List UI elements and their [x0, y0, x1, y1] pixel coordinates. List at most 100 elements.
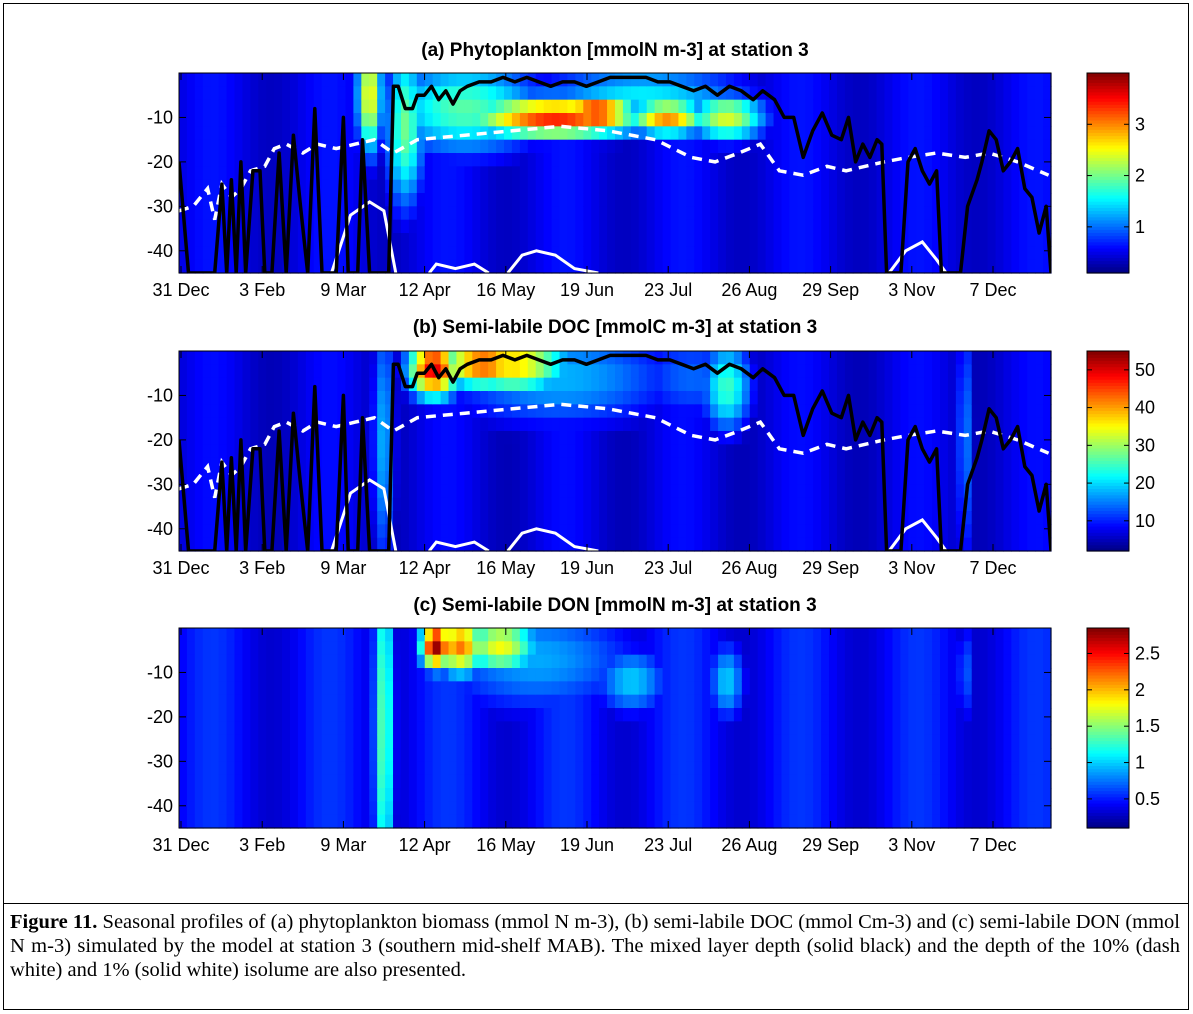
heatmap-cell — [186, 351, 196, 365]
heatmap-cell — [876, 814, 886, 829]
isolume-1pct-line — [506, 249, 599, 273]
heatmap-cell — [749, 537, 759, 552]
heatmap-cell — [559, 524, 569, 539]
heatmap-cell — [1043, 113, 1052, 127]
heatmap-cell — [622, 628, 632, 642]
heatmap-cell — [504, 761, 513, 776]
heatmap-cell — [591, 471, 600, 485]
heatmap-cell — [836, 126, 846, 141]
heatmap-cell — [1027, 206, 1036, 221]
heatmap-cell — [218, 681, 228, 696]
heatmap-cell — [242, 471, 251, 485]
colorbar-band — [1087, 547, 1129, 552]
heatmap-cell — [749, 139, 759, 154]
heatmap-cell — [607, 219, 616, 234]
heatmap-cell — [773, 628, 783, 642]
heatmap-cell — [480, 734, 489, 749]
heatmap-cell — [242, 457, 251, 472]
heatmap-cell — [242, 179, 251, 194]
heatmap-cell — [852, 748, 862, 762]
heatmap-cell — [385, 431, 394, 445]
heatmap-cell — [567, 351, 576, 365]
heatmap-cell — [829, 708, 838, 722]
heatmap-cell — [297, 113, 307, 127]
heatmap-cell — [496, 364, 505, 379]
heatmap-cell — [313, 814, 323, 829]
heatmap-cell — [274, 471, 283, 485]
heatmap-cell — [511, 654, 521, 669]
heatmap-cell — [757, 537, 767, 552]
heatmap-cell — [710, 537, 719, 552]
heatmap-cell — [511, 259, 521, 274]
heatmap-cell — [789, 193, 798, 207]
heatmap-cell — [282, 774, 291, 789]
heatmap-cell — [234, 734, 244, 749]
heatmap-cell — [575, 113, 584, 127]
heatmap-cell — [519, 484, 529, 499]
heatmap-cell — [718, 179, 727, 194]
heatmap-cell — [995, 166, 1005, 181]
heatmap-cell — [710, 166, 719, 181]
heatmap-cell — [400, 788, 410, 802]
heatmap-cell — [496, 537, 505, 552]
heatmap-cell — [813, 377, 822, 392]
heatmap-cell — [1011, 364, 1020, 379]
heatmap-cell — [297, 788, 307, 802]
heatmap-cell — [289, 351, 299, 365]
heatmap-cell — [955, 471, 965, 485]
heatmap-cell — [456, 681, 465, 696]
heatmap-cell — [210, 761, 220, 776]
panel-a-colorbar: 123 — [1086, 72, 1145, 274]
heatmap-cell — [274, 628, 283, 642]
heatmap-cell — [369, 484, 378, 499]
heatmap-cell — [789, 179, 798, 194]
heatmap-cell — [971, 126, 981, 141]
heatmap-cell — [361, 761, 370, 776]
heatmap-cell — [797, 179, 806, 194]
heatmap-cell — [488, 708, 497, 722]
heatmap-cell — [583, 246, 592, 261]
heatmap-cell — [567, 86, 576, 101]
colorbar-band — [1087, 194, 1129, 199]
heatmap-cell — [678, 139, 687, 154]
colorbar-band — [1087, 454, 1129, 458]
heatmap-cell — [599, 457, 608, 472]
heatmap-cell — [480, 524, 489, 539]
heatmap-cell — [353, 761, 362, 776]
heatmap-cell — [892, 761, 901, 776]
heatmap-cell — [496, 641, 505, 656]
heatmap-cell — [511, 484, 521, 499]
heatmap-cell — [710, 681, 719, 696]
heatmap-cell — [416, 444, 426, 459]
heatmap-cell — [987, 139, 997, 154]
heatmap-cell — [567, 734, 576, 749]
heatmap-cell — [940, 471, 949, 485]
heatmap-cell — [741, 694, 751, 709]
heatmap-cell — [504, 259, 513, 274]
heatmap-cell — [274, 721, 283, 736]
heatmap-cell — [297, 654, 307, 669]
heatmap-cell — [638, 524, 648, 539]
heatmap-cell — [480, 471, 489, 485]
heatmap-cell — [400, 126, 410, 141]
heatmap-cell — [527, 219, 537, 234]
heatmap-cell — [186, 431, 196, 445]
heatmap-cell — [361, 511, 370, 525]
heatmap-cell — [725, 417, 735, 432]
heatmap-cell — [781, 774, 790, 789]
heatmap-cell — [947, 511, 957, 525]
heatmap-cell — [686, 219, 695, 234]
heatmap-cell — [781, 801, 790, 816]
heatmap-cell — [741, 721, 751, 736]
heatmap-cell — [400, 654, 410, 669]
heatmap-cell — [1027, 377, 1036, 392]
heatmap-cell — [979, 193, 989, 207]
heatmap-cell — [218, 259, 228, 274]
heatmap-cell — [377, 86, 386, 101]
heatmap-cell — [979, 364, 989, 379]
heatmap-cell — [218, 391, 228, 405]
heatmap-cell — [892, 721, 901, 736]
heatmap-cell — [607, 193, 616, 207]
heatmap-cell — [408, 364, 418, 379]
heatmap-cell — [297, 681, 307, 696]
